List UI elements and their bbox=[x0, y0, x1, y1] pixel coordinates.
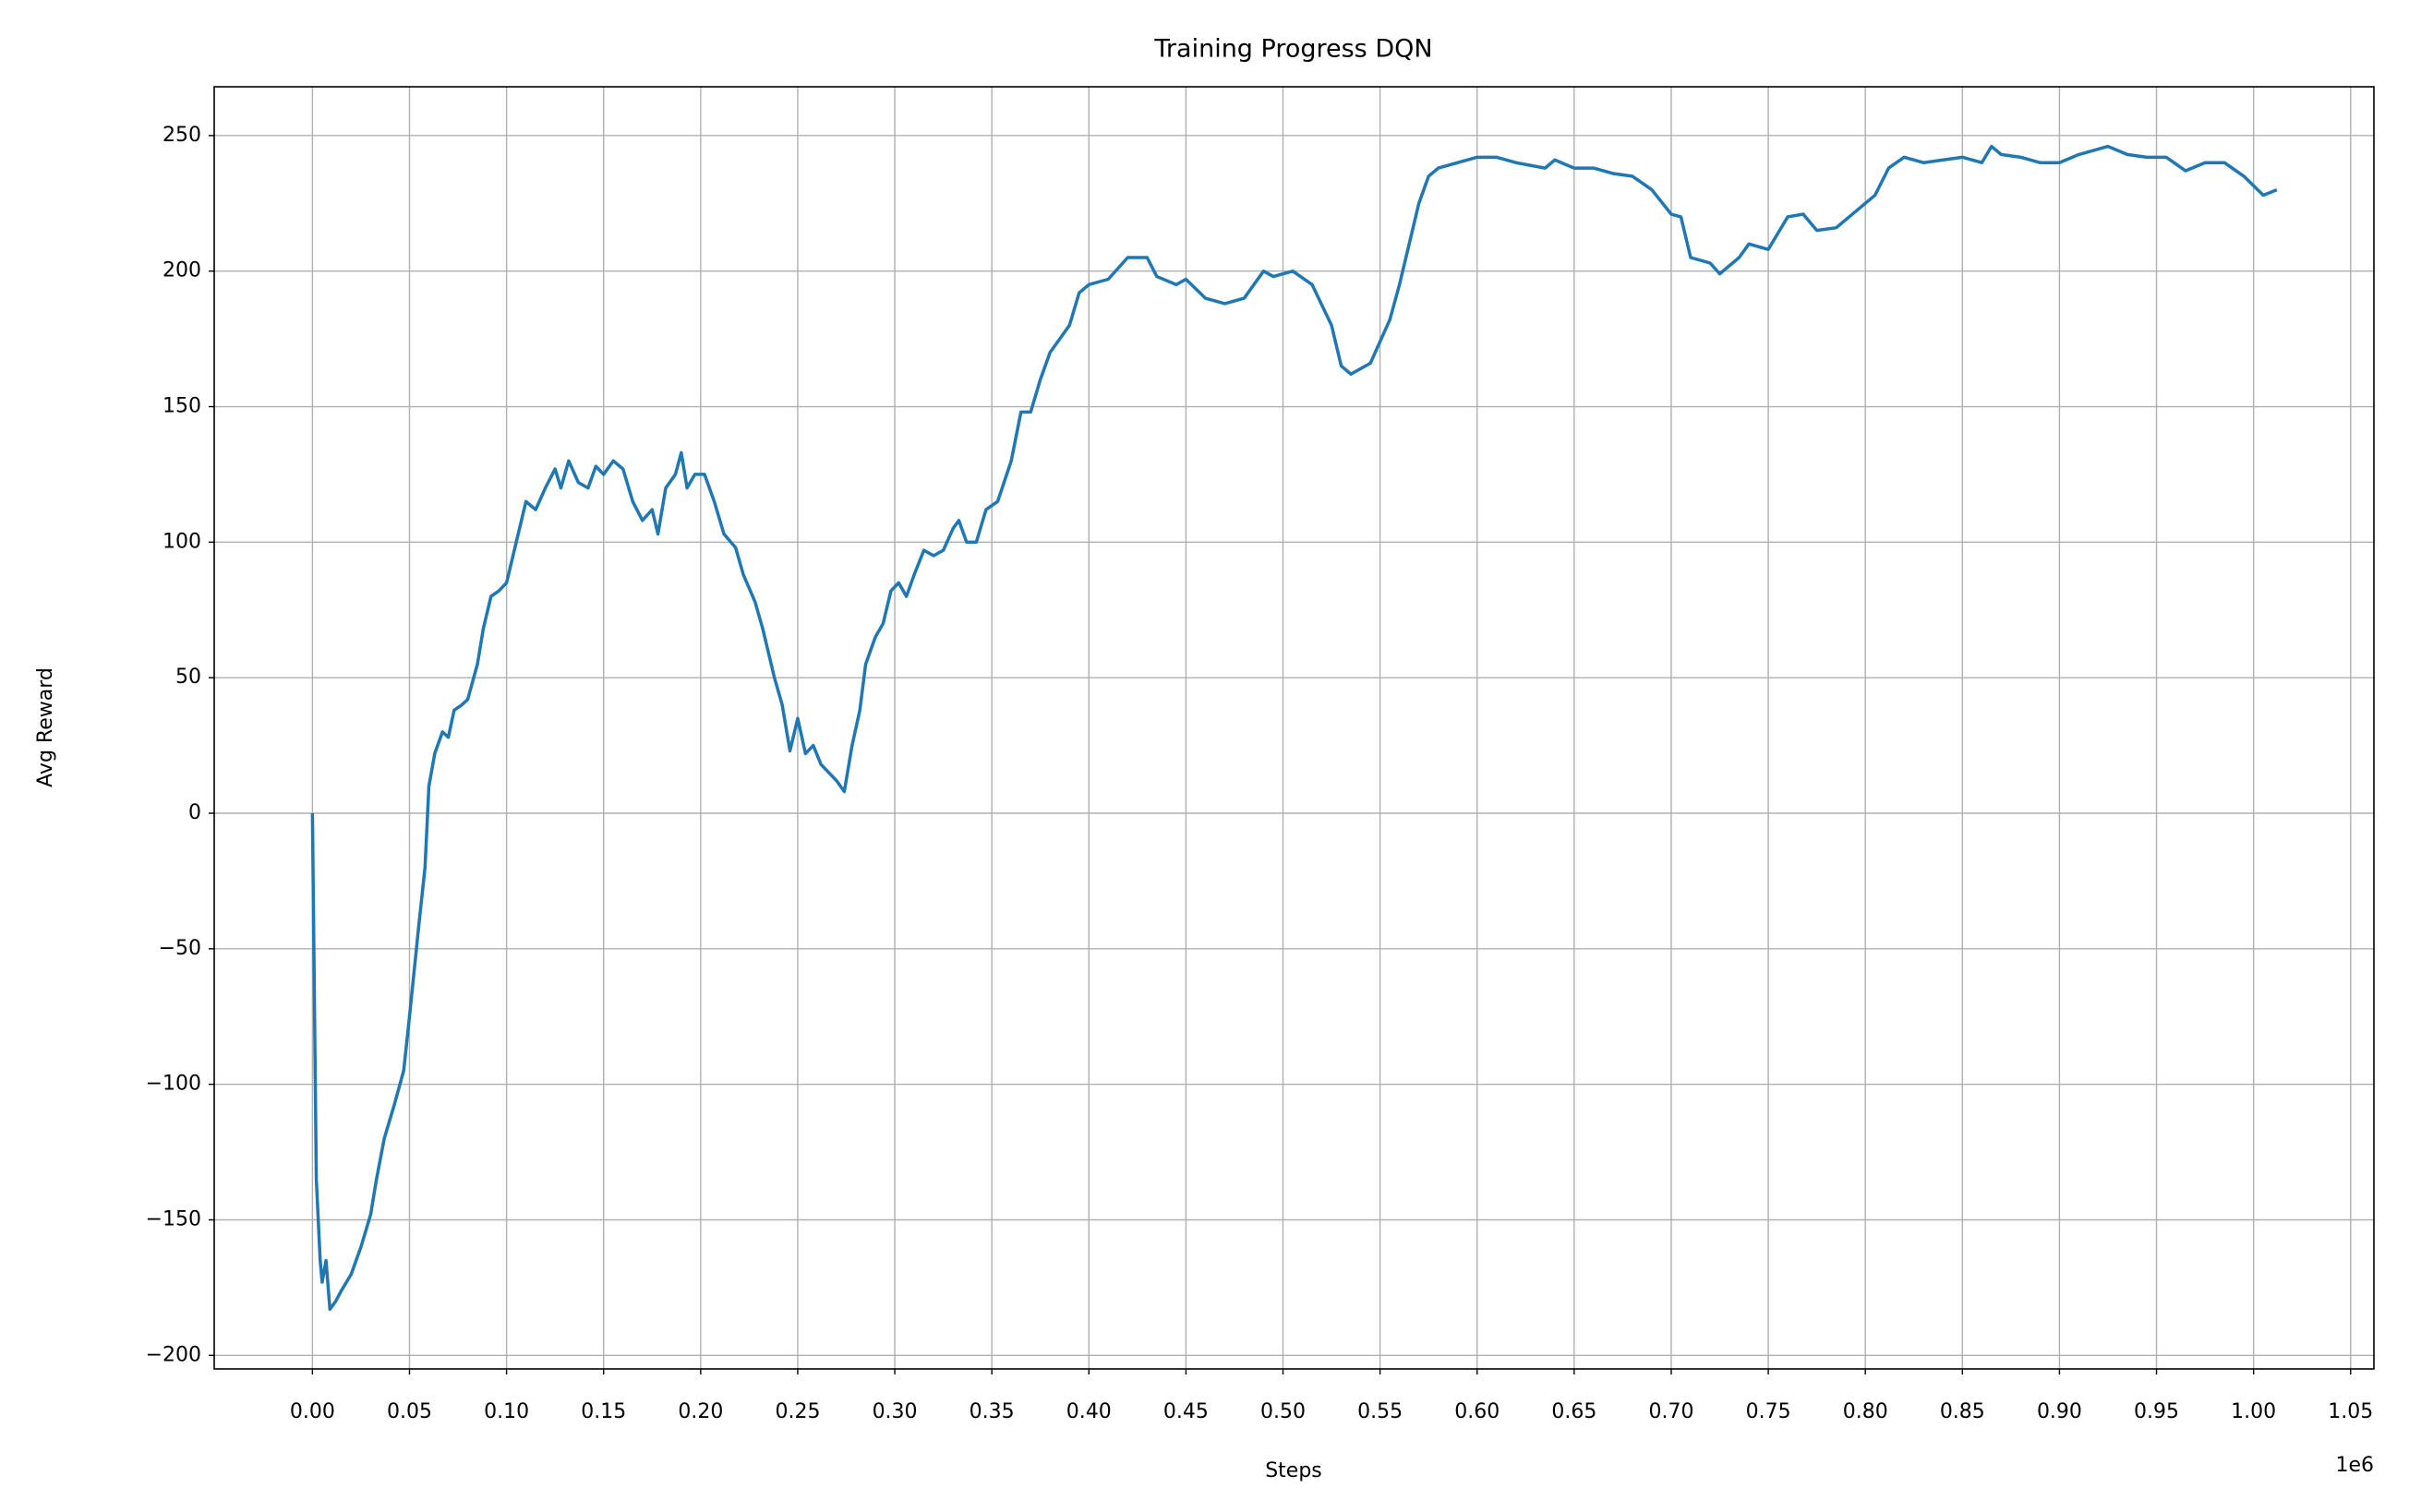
x-tick-label: 0.55 bbox=[1357, 1400, 1403, 1423]
plot-frame bbox=[213, 86, 2375, 1370]
x-tick-label: 0.30 bbox=[873, 1400, 918, 1423]
x-tick-label: 0.40 bbox=[1066, 1400, 1112, 1423]
x-tick-label: 0.95 bbox=[2134, 1400, 2179, 1423]
x-offset-label: 1e6 bbox=[2335, 1454, 2374, 1477]
x-tick-label: 0.90 bbox=[2037, 1400, 2082, 1423]
x-tick-label: 0.15 bbox=[581, 1400, 626, 1423]
y-tick-label: 150 bbox=[163, 395, 201, 418]
x-tick-label: 0.25 bbox=[775, 1400, 820, 1423]
y-tick-label: 100 bbox=[163, 530, 201, 553]
x-tick-label: 0.05 bbox=[387, 1400, 432, 1423]
x-tick-label: 0.00 bbox=[290, 1400, 335, 1423]
y-tick-label: −200 bbox=[146, 1343, 201, 1366]
x-tick-label: 0.85 bbox=[1940, 1400, 1985, 1423]
data-line bbox=[310, 144, 2278, 1312]
x-tick-label: 0.35 bbox=[970, 1400, 1015, 1423]
x-tick-label: 0.65 bbox=[1551, 1400, 1596, 1423]
x-tick-label: 0.75 bbox=[1746, 1400, 1791, 1423]
y-tick-label: −100 bbox=[146, 1073, 201, 1096]
y-tick-label: 200 bbox=[163, 259, 201, 282]
chart-title: Training Progress DQN bbox=[1153, 35, 1432, 64]
y-tick-label: 50 bbox=[175, 666, 201, 689]
x-tick-label: 0.50 bbox=[1260, 1400, 1306, 1423]
y-tick-label: −150 bbox=[146, 1207, 201, 1230]
x-tick-label: 0.10 bbox=[484, 1400, 529, 1423]
x-tick-label: 1.00 bbox=[2231, 1400, 2276, 1423]
y-tick-label: 250 bbox=[163, 124, 201, 147]
x-tick-label: 1.05 bbox=[2328, 1400, 2373, 1423]
x-tick-label: 0.60 bbox=[1454, 1400, 1500, 1423]
y-axis-label: Avg Reward bbox=[34, 667, 57, 787]
x-axis-label: Steps bbox=[1265, 1459, 1322, 1482]
x-tick-label: 0.45 bbox=[1163, 1400, 1209, 1423]
x-tick-label: 0.70 bbox=[1648, 1400, 1693, 1423]
x-tick-label: 0.80 bbox=[1843, 1400, 1888, 1423]
y-tick-label: −50 bbox=[159, 937, 201, 960]
y-tick-label: 0 bbox=[188, 801, 201, 824]
x-tick-label: 0.20 bbox=[678, 1400, 723, 1423]
